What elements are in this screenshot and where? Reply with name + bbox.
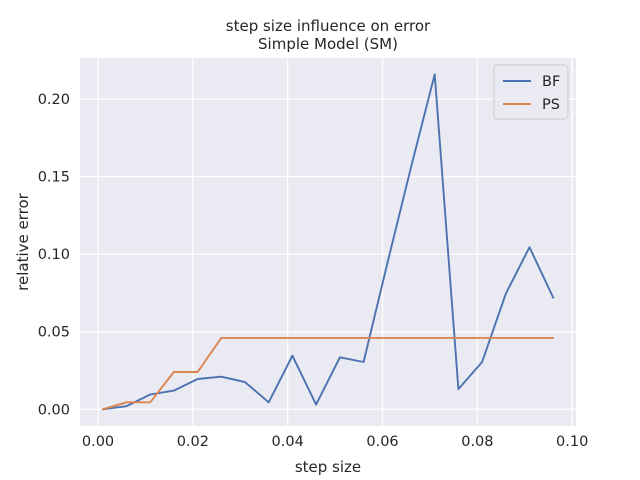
x-tick-label: 0.02	[177, 434, 209, 450]
plot-area	[80, 58, 576, 426]
x-axis-label: step size	[295, 458, 361, 476]
legend: BF PS	[493, 64, 569, 120]
x-tick-label: 0.04	[272, 434, 304, 450]
y-tick-label: 0.20	[38, 92, 70, 108]
y-tick-label: 0.10	[38, 247, 70, 263]
x-tick-label: 0.08	[461, 434, 493, 450]
x-tick-label: 0.10	[556, 434, 588, 450]
tick-labels: 0.00 0.02 0.04 0.06 0.08 0.10 0.00 0.05 0.10 0.15…	[38, 92, 589, 450]
legend-label: PS	[542, 97, 560, 113]
legend-box	[493, 64, 569, 120]
series-lines	[101, 73, 555, 411]
y-tick-label: 0.15	[38, 170, 70, 186]
grid	[80, 58, 576, 426]
y-tick-label: 0.00	[38, 402, 70, 418]
chart-title: step size influence on error	[226, 17, 431, 35]
series-line-ps	[101, 336, 555, 411]
chart-subtitle: Simple Model (SM)	[258, 35, 398, 53]
y-axis-label: relative error	[14, 192, 32, 290]
x-tick-label: 0.06	[366, 434, 398, 450]
legend-label: BF	[542, 74, 560, 90]
y-tick-label: 0.05	[38, 325, 70, 341]
series-line-bf	[101, 73, 555, 411]
x-tick-label: 0.00	[82, 434, 114, 450]
